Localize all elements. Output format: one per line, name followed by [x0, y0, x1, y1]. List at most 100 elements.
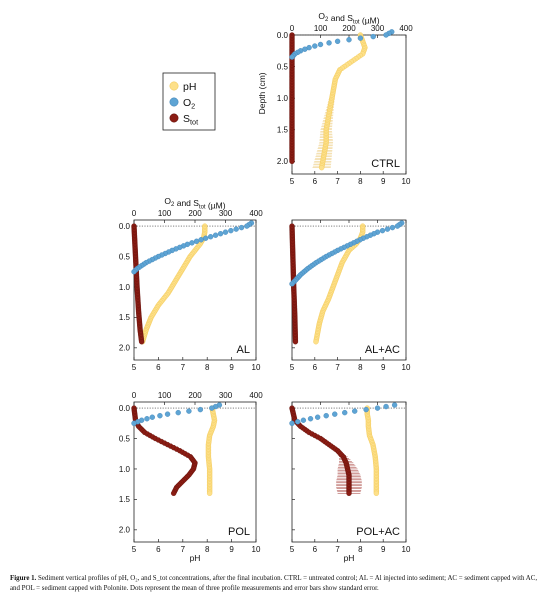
y-tick-label: 1.0 [277, 94, 289, 103]
ph-tick-label: 7 [335, 177, 340, 186]
ph-tick-label: 9 [229, 363, 234, 372]
ph-tick-label: 8 [205, 545, 210, 554]
ph-tick-label: 7 [181, 545, 186, 554]
o2-point [374, 405, 381, 411]
o2-point [197, 406, 204, 413]
o2-point [244, 223, 250, 229]
o2-point [175, 409, 181, 416]
o2-point [383, 32, 389, 38]
o2-point [209, 405, 215, 411]
series-ph [364, 405, 380, 496]
conc-tick-label: 0 [132, 209, 137, 218]
o2-point [157, 413, 163, 419]
y-tick-label: 0.5 [277, 62, 289, 71]
o2-point [233, 226, 239, 232]
o2-point [300, 417, 307, 423]
ph-tick-label: 7 [181, 363, 186, 372]
conc-tick-label: 100 [314, 24, 328, 33]
o2-point [379, 227, 386, 234]
o2-point [203, 235, 209, 241]
legend-marker-ph [169, 81, 179, 91]
o2-point [295, 419, 301, 425]
o2-point [198, 237, 204, 243]
series-ph [313, 223, 366, 345]
o2-point [323, 413, 329, 419]
o2-point [144, 416, 150, 422]
panel-label: AL+AC [365, 344, 400, 356]
stot-point [292, 339, 299, 345]
conc-tick-label: 300 [219, 391, 233, 400]
y-tick-label: 2.0 [119, 526, 131, 535]
figure-caption: Figure 1. Sediment vertical profiles of … [10, 574, 546, 593]
conc-tick-label: 200 [188, 209, 202, 218]
o2-point [186, 408, 192, 414]
ph-tick-label: 6 [156, 363, 161, 372]
legend-label-ph: pH [183, 81, 196, 93]
conc-tick-label: 0 [132, 391, 137, 400]
ph-point [318, 165, 325, 171]
ph-tick-label: 6 [313, 363, 318, 372]
stot-point [138, 339, 145, 345]
panel-label: POL+AC [356, 526, 400, 538]
conc-tick-label: 100 [158, 391, 172, 400]
o2-point [131, 269, 137, 275]
ph-tick-label: 6 [313, 177, 318, 186]
o2-point [389, 224, 396, 231]
ph-point [313, 339, 319, 345]
y-tick-label: 1.0 [119, 465, 131, 474]
o2-point [363, 406, 369, 413]
o2-point [289, 54, 295, 60]
o2-point [289, 420, 295, 426]
y-tick-label: 1.5 [119, 313, 131, 322]
o2-point [391, 402, 398, 408]
stot-point [289, 158, 295, 165]
stot-point [170, 490, 177, 496]
o2-point [289, 281, 295, 287]
o2-point [307, 416, 314, 422]
panel-label: AL [237, 344, 250, 356]
o2-point [193, 238, 200, 244]
o2-point [217, 231, 224, 237]
o2-point [357, 35, 364, 41]
y-axis-title: Depth (cm) [257, 72, 267, 114]
plot-frame [291, 34, 407, 175]
conc-tick-label: 400 [399, 24, 413, 33]
y-tick-label: 1.5 [119, 495, 131, 504]
legend-label-stot: Stot [183, 113, 198, 127]
stot-point [346, 490, 352, 496]
y-tick-label: 0.5 [119, 434, 131, 443]
o2-point [346, 37, 352, 43]
o2-point [164, 411, 171, 417]
ph-tick-label: 8 [358, 545, 363, 554]
bottom-axis-title: pH [190, 553, 201, 563]
ph-tick-label: 7 [335, 363, 340, 372]
conc-tick-label: 100 [158, 209, 172, 218]
ph-tick-label: 5 [132, 545, 137, 554]
legend-marker-o2 [169, 97, 179, 107]
legend: pH O2 Stot [162, 72, 216, 131]
bottom-axis-title: pH [344, 553, 355, 563]
y-tick-label: 0.5 [119, 252, 131, 261]
panel-pol-ac: 5 6 7 8 9 10 pH POL+AC [289, 401, 411, 563]
y-tick-label: 1.5 [277, 126, 289, 135]
o2-point [222, 229, 229, 235]
series-stot [131, 223, 145, 345]
conc-tick-label: 400 [249, 391, 263, 400]
ph-tick-label: 10 [402, 177, 411, 186]
legend-marker-stot [169, 113, 179, 123]
ph-tick-label: 9 [229, 545, 234, 554]
ph-tick-label: 10 [402, 363, 411, 372]
ph-tick-label: 8 [358, 363, 363, 372]
legend-label-o2: O2 [183, 97, 195, 111]
o2-point [383, 403, 389, 410]
o2-point [131, 420, 137, 426]
series-ph [312, 32, 368, 171]
ph-tick-label: 5 [290, 545, 295, 554]
o2-point [334, 38, 341, 44]
plot-frame [133, 401, 257, 543]
o2-point [326, 40, 332, 46]
o2-point [342, 409, 348, 416]
